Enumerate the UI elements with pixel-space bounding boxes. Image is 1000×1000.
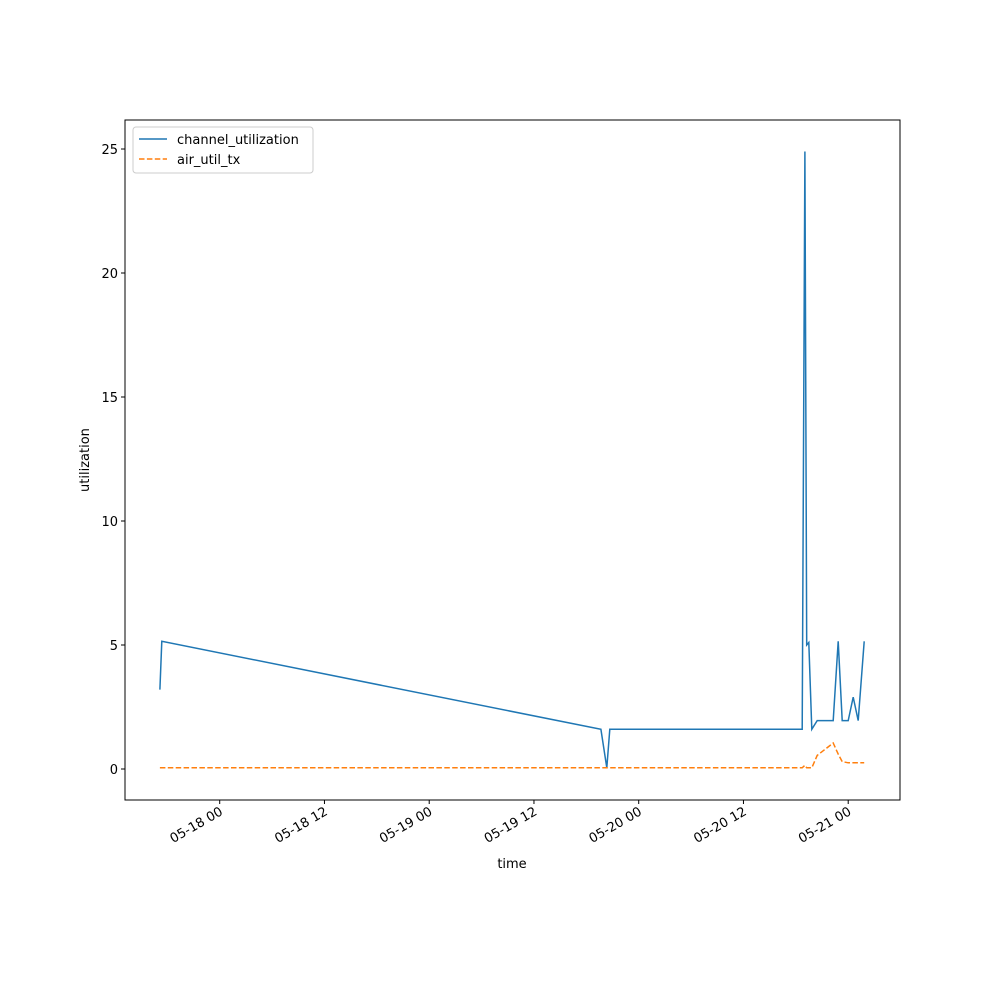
x-tick-label: 05-18 00 <box>168 804 226 846</box>
x-axis-label: time <box>497 857 526 872</box>
legend-label: air_util_tx <box>177 153 241 168</box>
y-tick-label: 5 <box>110 639 118 654</box>
x-tick-label: 05-19 00 <box>377 804 435 846</box>
x-tick-label: 05-20 00 <box>587 804 645 846</box>
x-tick-label: 05-21 00 <box>796 804 854 846</box>
x-tick-label: 05-18 12 <box>272 804 330 846</box>
series-line <box>159 151 865 768</box>
y-tick-label: 15 <box>101 391 118 406</box>
axes-frame <box>124 119 901 801</box>
x-tick-label: 05-20 12 <box>691 804 749 846</box>
y-axis-label: utilization <box>78 428 93 492</box>
series-line <box>159 741 865 769</box>
y-tick-label: 25 <box>101 143 118 158</box>
y-tick-label: 0 <box>110 763 118 778</box>
y-tick-label: 20 <box>101 267 118 282</box>
x-tick-label: 05-19 12 <box>482 804 540 846</box>
legend-label: channel_utilization <box>177 133 299 148</box>
y-tick-label: 10 <box>101 515 118 530</box>
legend-box <box>132 126 314 174</box>
